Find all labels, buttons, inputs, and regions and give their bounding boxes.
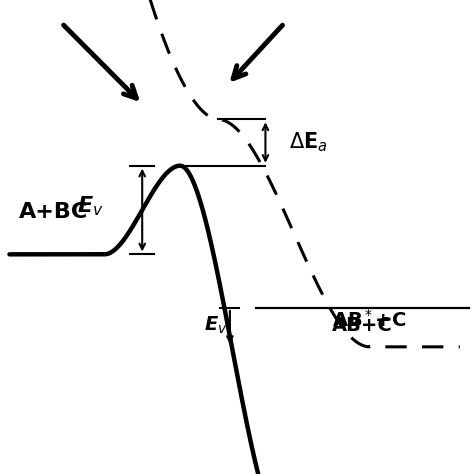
- Text: AB+C: AB+C: [332, 316, 392, 335]
- Text: E$_v$: E$_v$: [204, 315, 228, 336]
- Text: $\Delta$E$_a$: $\Delta$E$_a$: [289, 131, 328, 155]
- Text: A+BC: A+BC: [19, 202, 88, 222]
- Text: AB$^*$+C: AB$^*$+C: [332, 309, 406, 331]
- Text: E$_v$: E$_v$: [77, 194, 103, 218]
